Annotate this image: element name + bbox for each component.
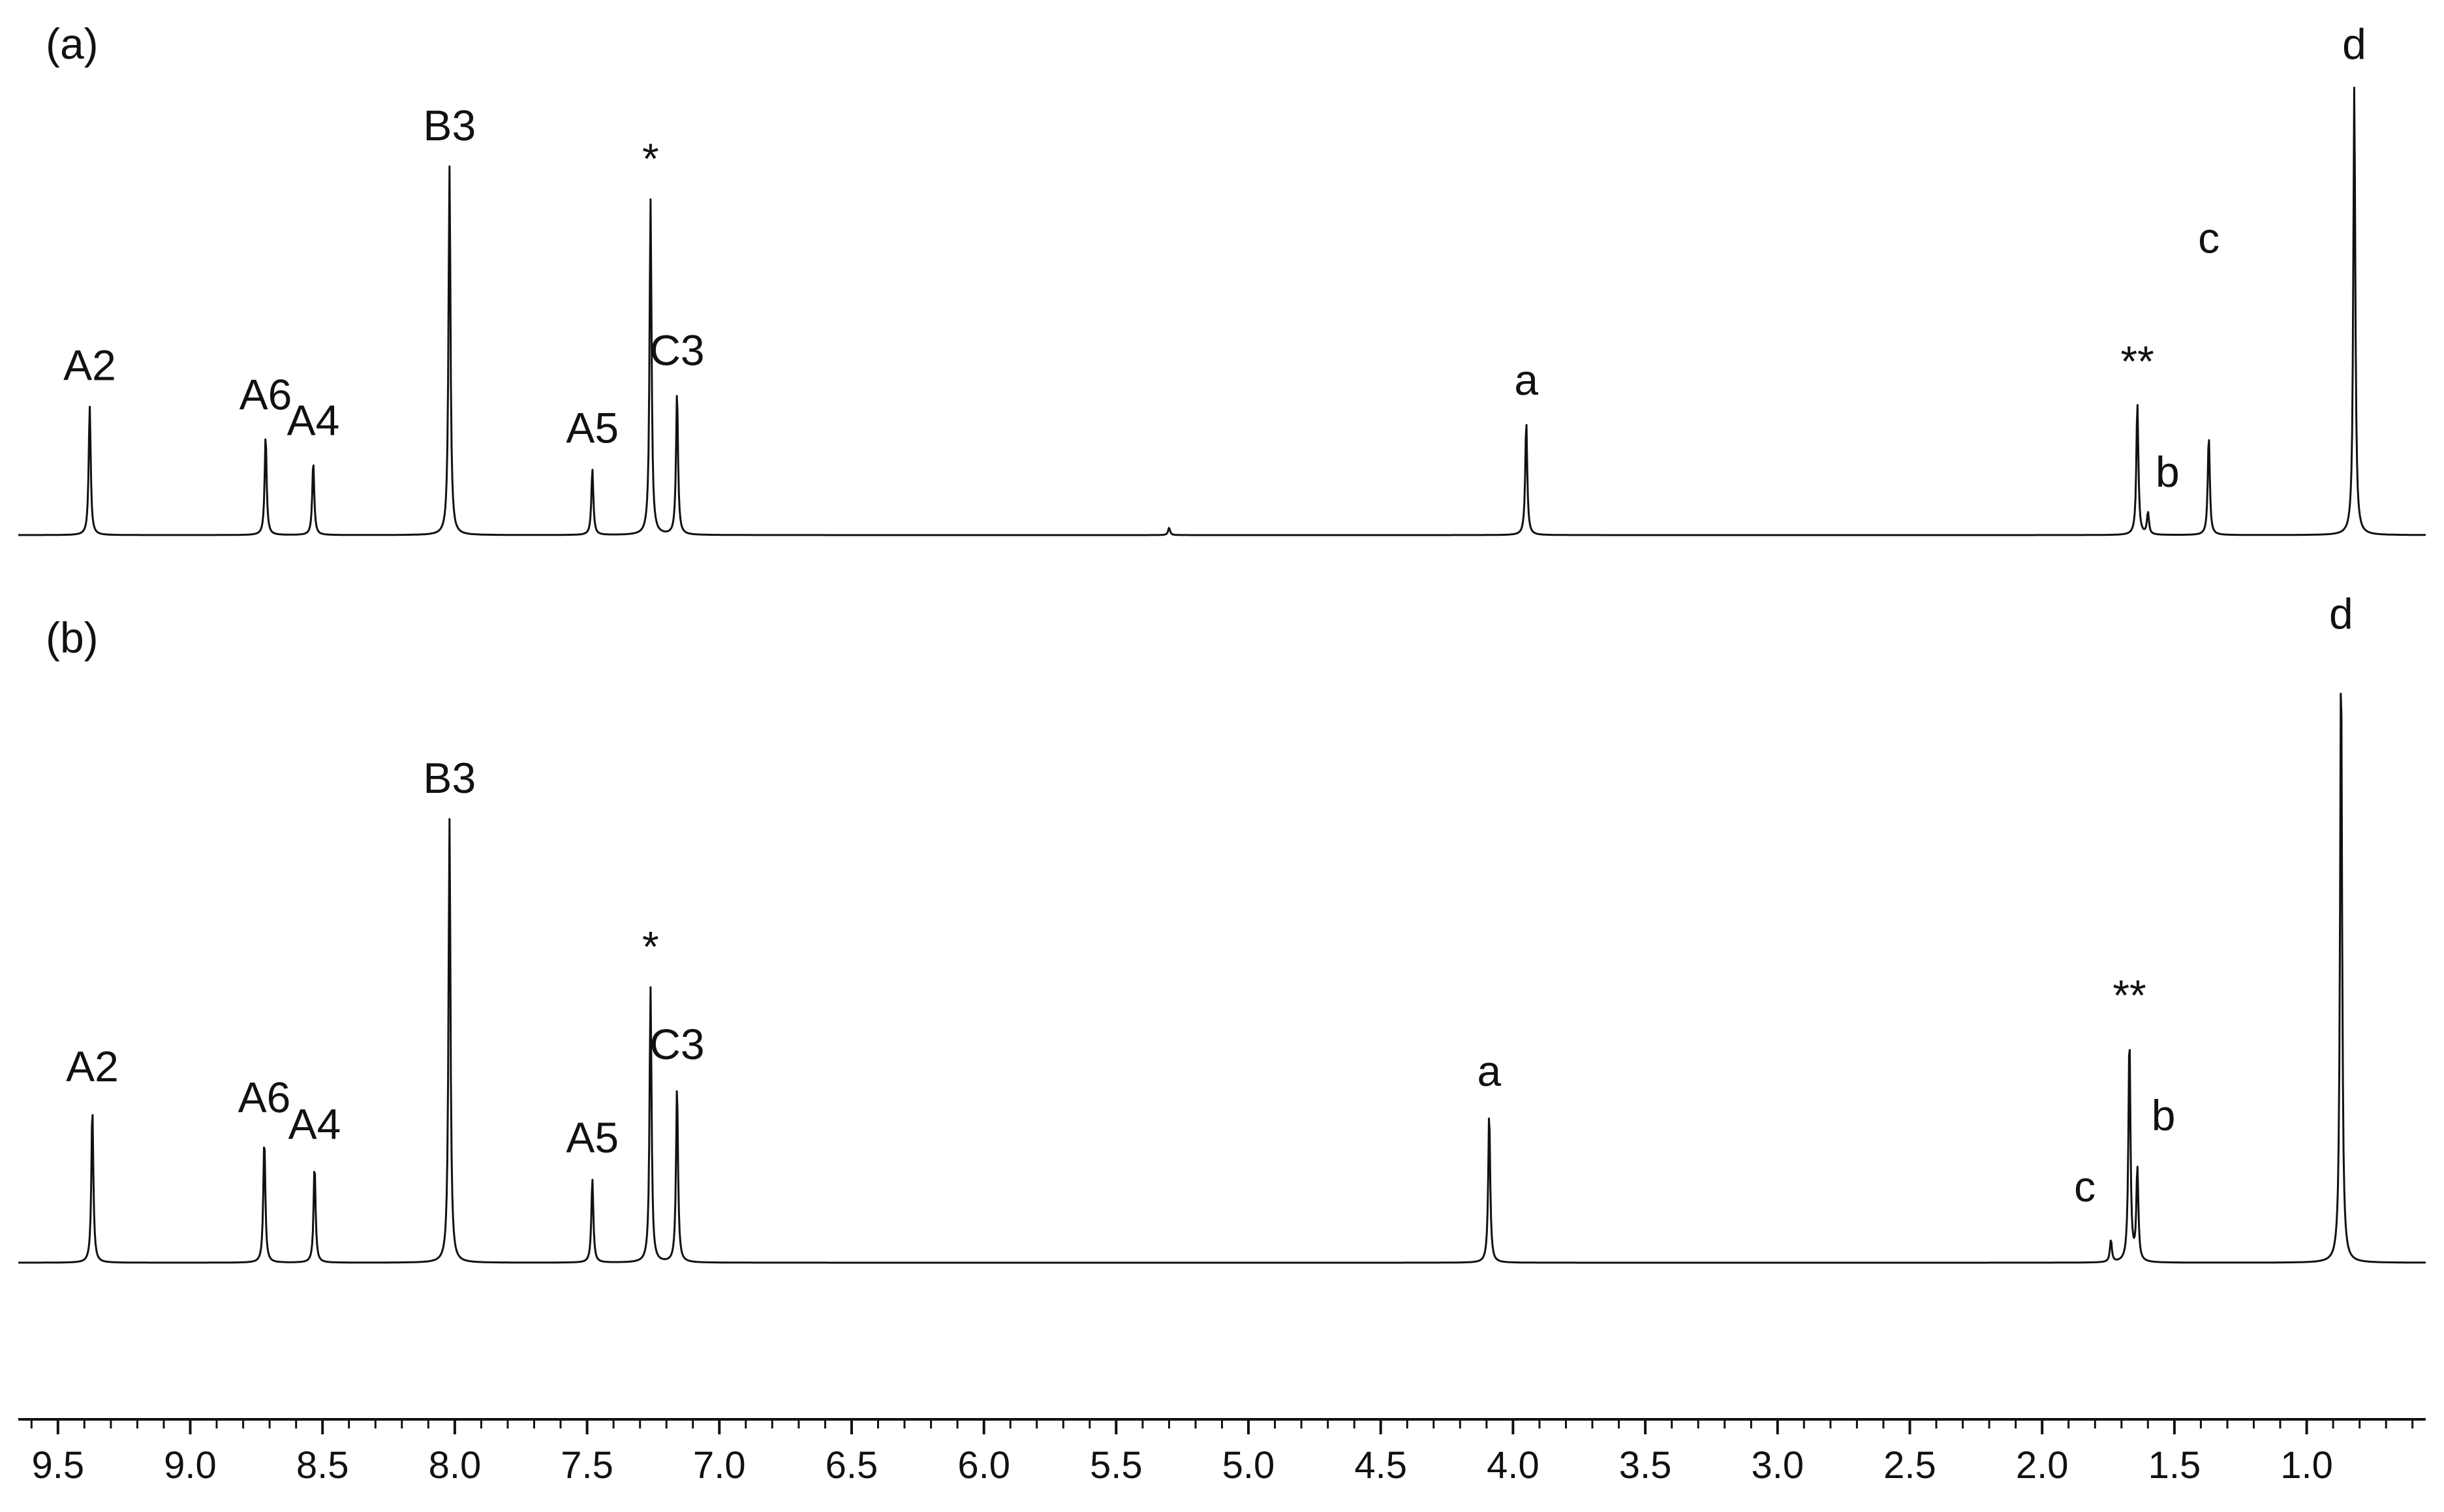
x-tick-label-7: 6.0 [957, 1444, 1010, 1487]
peak-label-a-2: A4 [287, 396, 340, 444]
x-tick-label-10: 4.5 [1354, 1444, 1407, 1487]
x-tick-label-4: 7.5 [561, 1444, 613, 1487]
x-tick-label-17: 1.0 [2280, 1444, 2333, 1487]
x-tick-label-0: 9.5 [31, 1444, 84, 1487]
peak-label-b-6: C3 [649, 1020, 704, 1068]
peak-label-a-6: C3 [649, 326, 704, 375]
peak-label-a-4: A5 [566, 403, 619, 452]
peak-label-a-10: b [2156, 448, 2180, 496]
panel-a-label: (a) [46, 20, 99, 68]
peak-label-b-5: * [642, 922, 659, 970]
x-axis-ticks: 9.5 9.0 8.5 8.0 7.5 7.0 6.5 6.0 5.5 5.0 4.5 4.0 3.5 3… [30, 1419, 2414, 1487]
peak-label-b-10: b [2152, 1091, 2176, 1139]
x-tick-label-2: 8.5 [296, 1444, 349, 1487]
x-tick-label-6: 6.5 [826, 1444, 878, 1487]
x-tick-label-1: 9.0 [164, 1444, 217, 1487]
x-axis: 9.5 9.0 8.5 8.0 7.5 7.0 6.5 6.0 5.5 5.0 4.5 4.0 3.5 3… [18, 1418, 2426, 1487]
x-tick-label-15: 2.0 [2016, 1444, 2069, 1487]
x-tick-label-5: 7.0 [693, 1444, 746, 1487]
peak-label-a-8: a [1514, 356, 1538, 404]
x-tick-label-9: 5.0 [1222, 1444, 1275, 1487]
peak-label-b-2: A4 [288, 1100, 341, 1148]
x-tick-label-14: 2.5 [1883, 1444, 1936, 1487]
peak-label-b-3: B3 [423, 754, 476, 802]
peak-label-b-1: A6 [238, 1073, 291, 1122]
peak-label-b-7: a [1477, 1047, 1502, 1095]
peak-label-b-8: c [2074, 1162, 2096, 1211]
peak-label-b-9: ** [2112, 971, 2146, 1019]
peak-label-a-3: B3 [423, 101, 476, 149]
peak-label-b-0: A2 [66, 1042, 119, 1090]
peak-label-b-11: d [2329, 589, 2353, 638]
peak-label-a-11: c [2198, 214, 2220, 262]
peak-label-b-4: A5 [566, 1113, 619, 1162]
spectrum-trace-b [18, 692, 2426, 1264]
x-tick-label-11: 4.0 [1487, 1444, 1539, 1487]
peak-label-a-1: A6 [240, 371, 292, 419]
peak-label-a-5: * [642, 134, 659, 183]
x-tick-label-13: 3.0 [1751, 1444, 1804, 1487]
peak-label-a-12: d [2342, 20, 2366, 69]
peak-label-a-0: A2 [63, 341, 116, 389]
x-tick-label-3: 8.0 [429, 1444, 482, 1487]
panel-b-label: (b) [46, 613, 99, 662]
spectrum-trace-a [18, 86, 2426, 536]
x-tick-label-12: 3.5 [1619, 1444, 1672, 1487]
x-tick-label-16: 1.5 [2148, 1444, 2201, 1487]
x-tick-label-8: 5.5 [1090, 1444, 1143, 1487]
peak-label-a-9: ** [2120, 337, 2154, 386]
